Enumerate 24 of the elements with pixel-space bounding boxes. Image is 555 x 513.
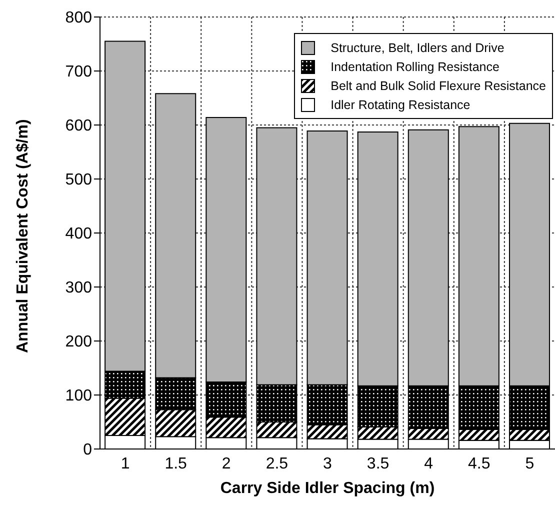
y-tick-label: 100 — [65, 388, 92, 405]
legend-label: Belt and Bulk Solid Flexure Resistance — [330, 78, 546, 92]
legend-label: Idler Rotating Resistance — [330, 98, 470, 112]
x-tick-label: 3.5 — [366, 455, 390, 472]
y-tick-label: 600 — [65, 118, 92, 135]
y-tick-label: 700 — [65, 64, 92, 81]
x-tick-label: 1.5 — [164, 455, 188, 472]
x-tick-label: 5 — [525, 455, 534, 472]
y-tick-label: 400 — [65, 226, 92, 243]
x-axis-title: Carry Side Idler Spacing (m) — [220, 480, 435, 497]
x-tick-label: 4.5 — [468, 455, 490, 472]
y-axis-title: Annual Equivalent Cost (A$/m) — [14, 119, 32, 353]
y-tick-label: 300 — [65, 280, 92, 297]
x-tick-label: 1 — [120, 455, 130, 472]
y-tick-label: 200 — [65, 334, 92, 351]
y-tick-label: 800 — [65, 10, 92, 27]
x-tick-label: 2.5 — [266, 455, 288, 472]
y-tick-label: 0 — [83, 442, 92, 459]
x-tick-label: 2 — [222, 455, 231, 472]
legend-label: Indentation Rolling Resistance — [330, 60, 500, 74]
x-tick-label: 4 — [424, 455, 434, 472]
x-tick-label: 3 — [323, 455, 332, 472]
legend-label: Structure, Belt, Idlers and Drive — [330, 40, 504, 54]
y-tick-label: 500 — [65, 172, 92, 189]
